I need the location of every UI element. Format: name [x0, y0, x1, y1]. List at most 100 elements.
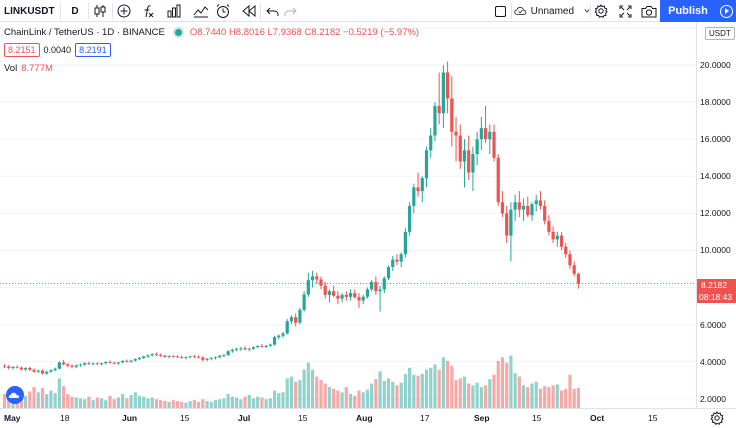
candle[interactable]: [15, 365, 19, 369]
candle[interactable]: [408, 202, 412, 236]
candle[interactable]: [332, 285, 336, 297]
candle[interactable]: [167, 355, 171, 359]
candle[interactable]: [555, 231, 559, 247]
candle[interactable]: [74, 364, 78, 368]
candle[interactable]: [137, 356, 142, 361]
candle[interactable]: [171, 354, 175, 358]
candle[interactable]: [213, 356, 218, 360]
candle[interactable]: [403, 228, 407, 258]
candle[interactable]: [344, 291, 348, 301]
publish-button[interactable]: Publish: [660, 0, 716, 22]
candle[interactable]: [298, 307, 302, 325]
price-chart[interactable]: [0, 22, 696, 408]
candle[interactable]: [24, 367, 28, 372]
candle[interactable]: [133, 358, 137, 362]
replay-icon[interactable]: [240, 0, 258, 22]
candle[interactable]: [289, 315, 294, 324]
candle[interactable]: [496, 154, 500, 206]
candle[interactable]: [83, 362, 87, 366]
candle[interactable]: [256, 344, 260, 349]
candle[interactable]: [226, 350, 230, 357]
candle[interactable]: [450, 76, 454, 147]
candle[interactable]: [49, 369, 53, 373]
candle[interactable]: [483, 105, 488, 143]
candle[interactable]: [568, 250, 572, 269]
candle[interactable]: [386, 265, 391, 281]
candle[interactable]: [500, 191, 505, 218]
fullscreen-icon[interactable]: [616, 0, 634, 22]
candle[interactable]: [576, 272, 581, 289]
candle[interactable]: [163, 354, 167, 358]
candles-icon[interactable]: [92, 0, 108, 22]
candle[interactable]: [272, 335, 277, 346]
candle[interactable]: [36, 369, 40, 374]
candle[interactable]: [243, 346, 247, 351]
candle[interactable]: [416, 172, 420, 197]
candle[interactable]: [492, 124, 496, 162]
candle[interactable]: [247, 347, 251, 352]
compare-icon[interactable]: [192, 0, 210, 22]
candle[interactable]: [424, 146, 429, 188]
candle[interactable]: [32, 368, 36, 373]
candle[interactable]: [395, 254, 399, 266]
candle[interactable]: [551, 226, 555, 244]
candle[interactable]: [61, 359, 66, 366]
candle[interactable]: [572, 261, 576, 277]
candle[interactable]: [458, 124, 462, 169]
candle[interactable]: [509, 202, 513, 262]
candle[interactable]: [391, 256, 395, 271]
candle[interactable]: [310, 270, 315, 288]
bid-price-box[interactable]: 8.2151: [4, 43, 40, 57]
candle[interactable]: [277, 334, 281, 340]
candle[interactable]: [142, 355, 146, 360]
layout-name-dropdown[interactable]: Unnamed: [514, 0, 590, 22]
candle[interactable]: [534, 194, 538, 212]
candle[interactable]: [538, 191, 543, 210]
candle[interactable]: [159, 353, 163, 357]
symbol-title[interactable]: ChainLink / TetherUS · 1D · BINANCE: [4, 27, 165, 38]
candle[interactable]: [209, 357, 213, 361]
candle[interactable]: [281, 332, 285, 338]
candle[interactable]: [104, 361, 108, 365]
candle[interactable]: [441, 65, 445, 129]
candle[interactable]: [188, 355, 192, 359]
candle[interactable]: [437, 72, 441, 125]
interval-button[interactable]: D: [71, 5, 79, 17]
candle[interactable]: [197, 355, 201, 359]
candle[interactable]: [53, 367, 57, 372]
candle[interactable]: [91, 362, 95, 366]
candle[interactable]: [530, 202, 534, 221]
candle[interactable]: [479, 116, 483, 151]
candle[interactable]: [251, 346, 256, 350]
candle[interactable]: [40, 369, 45, 375]
candle[interactable]: [95, 362, 99, 365]
candle[interactable]: [513, 194, 517, 221]
fx-icon[interactable]: [140, 0, 156, 22]
candle[interactable]: [357, 293, 361, 308]
candle[interactable]: [319, 276, 323, 290]
alert-icon[interactable]: [214, 0, 232, 22]
candle[interactable]: [192, 354, 196, 358]
candle[interactable]: [336, 291, 340, 305]
candle[interactable]: [201, 356, 205, 362]
candle[interactable]: [467, 135, 471, 180]
candle[interactable]: [382, 276, 386, 294]
candle[interactable]: [230, 348, 234, 353]
candle[interactable]: [361, 294, 365, 305]
candle[interactable]: [222, 354, 226, 358]
candle[interactable]: [412, 183, 416, 214]
candle[interactable]: [526, 196, 530, 218]
candle[interactable]: [433, 102, 437, 142]
candle[interactable]: [340, 293, 344, 303]
settings-gear-icon[interactable]: [592, 0, 610, 22]
play-icon[interactable]: [716, 0, 736, 22]
candle[interactable]: [475, 131, 479, 166]
candle[interactable]: [543, 200, 547, 225]
candle[interactable]: [146, 354, 150, 358]
candle[interactable]: [260, 343, 264, 348]
candle[interactable]: [99, 362, 104, 366]
candle[interactable]: [78, 363, 83, 367]
currency-badge[interactable]: USDT: [705, 27, 735, 40]
candle[interactable]: [235, 347, 239, 352]
candle[interactable]: [365, 287, 370, 299]
